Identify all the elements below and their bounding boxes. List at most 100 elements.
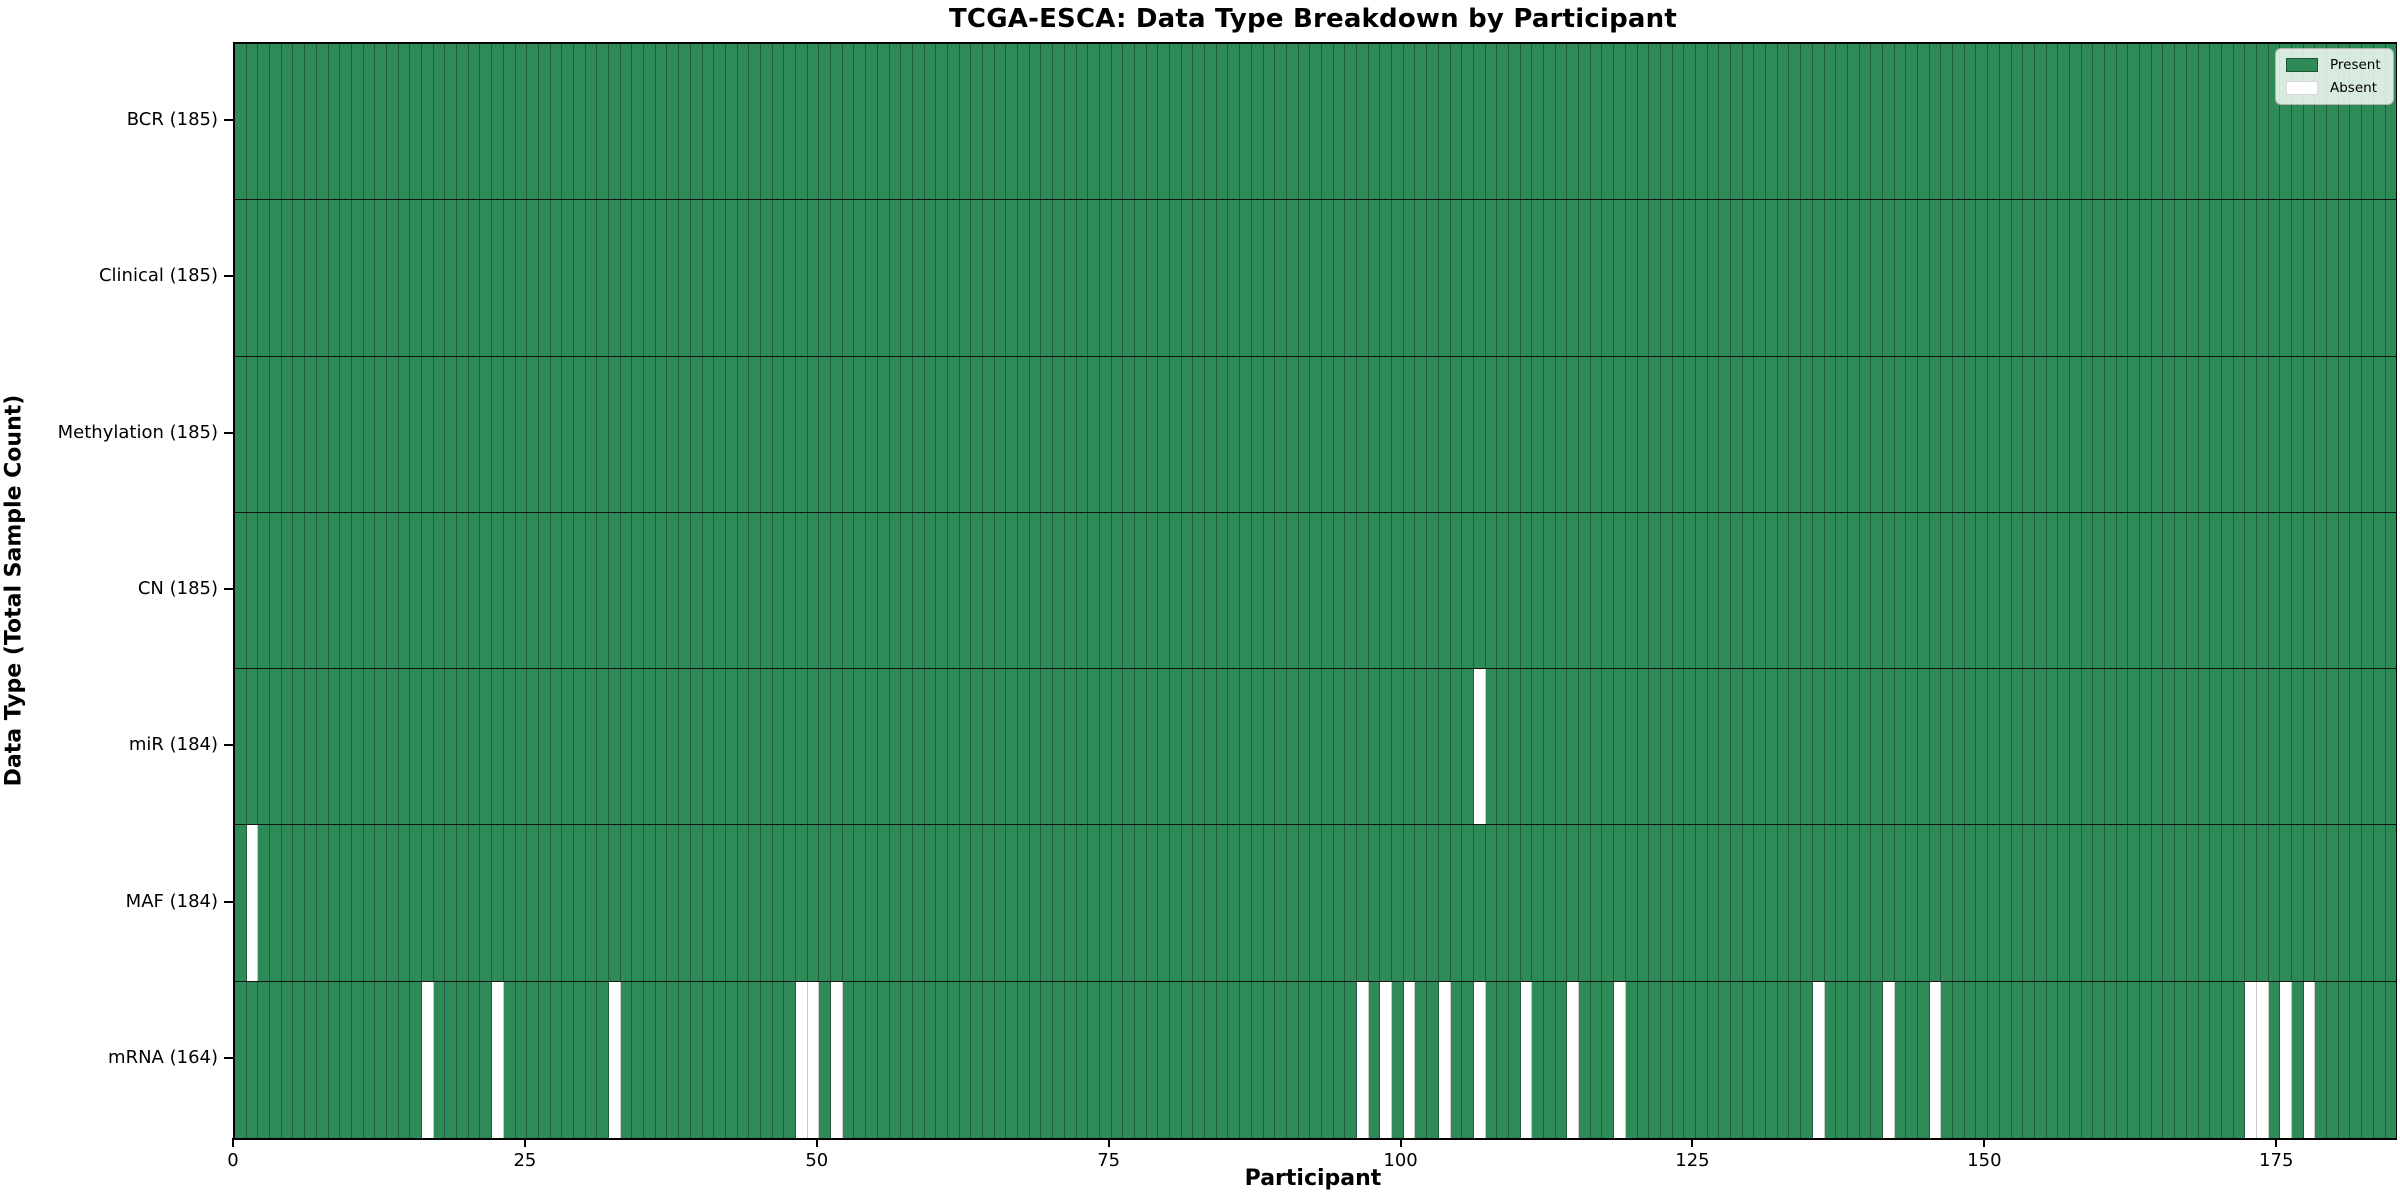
- matrix-cell: [1882, 44, 1895, 200]
- matrix-cell: [2315, 512, 2328, 669]
- matrix-cell: [1602, 44, 1615, 200]
- matrix-cell: [2245, 669, 2257, 825]
- matrix-cell: [2163, 44, 2176, 200]
- matrix-cell: [503, 200, 516, 356]
- matrix-cell: [1859, 512, 1872, 669]
- matrix-cell: [994, 44, 1007, 200]
- matrix-cell: [2256, 512, 2269, 669]
- plot-area: [233, 42, 2397, 1140]
- matrix-cell: [1660, 825, 1673, 981]
- matrix-cell: [2140, 512, 2152, 669]
- matrix-cell: [2373, 825, 2386, 981]
- matrix-cell: [807, 356, 820, 512]
- matrix-cell: [1321, 44, 1334, 200]
- matrix-cell: [1263, 669, 1276, 825]
- matrix-cell: [1392, 825, 1404, 981]
- matrix-cell: [1170, 200, 1182, 356]
- matrix-cell: [2338, 44, 2351, 200]
- matrix-cell: [1508, 44, 1521, 200]
- matrix-cell: [2140, 825, 2152, 981]
- matrix-cell: [573, 512, 586, 669]
- matrix-cell: [1637, 825, 1650, 981]
- matrix-cell: [1088, 200, 1100, 356]
- matrix-cell: [1392, 512, 1404, 669]
- matrix-cell: [527, 669, 539, 825]
- matrix-cell: [1497, 512, 1509, 669]
- matrix-cell: [445, 44, 458, 200]
- matrix-cell: [807, 512, 820, 669]
- matrix-cell: [457, 669, 469, 825]
- matrix-cell: [1240, 669, 1252, 825]
- matrix-cell: [2046, 669, 2059, 825]
- matrix-cell: [2105, 825, 2117, 981]
- matrix-cell: [1684, 981, 1696, 1138]
- matrix-cell: [749, 669, 761, 825]
- matrix-cell: [1882, 200, 1895, 356]
- matrix-cell: [480, 512, 493, 669]
- matrix-cell: [1205, 981, 1217, 1138]
- matrix-cell: [2198, 669, 2211, 825]
- matrix-cell: [702, 669, 715, 825]
- matrix-cell: [235, 356, 247, 512]
- matrix-cell: [983, 981, 995, 1138]
- matrix-cell: [2116, 356, 2129, 512]
- matrix-cell: [597, 200, 609, 356]
- matrix-cell: [2105, 356, 2117, 512]
- matrix-cell: [258, 669, 271, 825]
- matrix-cell: [1777, 44, 1790, 200]
- matrix-cell: [877, 356, 890, 512]
- matrix-cell: [1076, 512, 1089, 669]
- matrix-cell: [1742, 669, 1755, 825]
- matrix-cell: [1216, 825, 1229, 981]
- matrix-cell: [983, 669, 995, 825]
- matrix-cell: [2186, 669, 2199, 825]
- matrix-cell: [550, 200, 563, 356]
- matrix-cell: [445, 512, 458, 669]
- matrix-cell: [375, 200, 387, 356]
- matrix-cell: [1625, 200, 1638, 356]
- matrix-cell: [819, 200, 832, 356]
- matrix-cell: [2128, 356, 2141, 512]
- matrix-cell: [1777, 512, 1790, 669]
- matrix-cell: [877, 512, 890, 669]
- matrix-cell: [1415, 44, 1428, 200]
- matrix-cell: [293, 200, 306, 356]
- matrix-cell: [1240, 356, 1252, 512]
- matrix-cell: [492, 200, 504, 356]
- matrix-cell: [2186, 44, 2199, 200]
- matrix-cell: [1041, 669, 1054, 825]
- matrix-cell: [2093, 669, 2105, 825]
- matrix-cell: [1520, 669, 1533, 825]
- matrix-cell: [2327, 200, 2339, 356]
- matrix-cell: [714, 200, 726, 356]
- matrix-cell: [796, 200, 808, 356]
- matrix-cell: [1485, 825, 1498, 981]
- matrix-cell: [1123, 825, 1135, 981]
- matrix-cell: [609, 44, 621, 200]
- matrix-cell: [1871, 200, 1883, 356]
- matrix-cell: [2233, 981, 2246, 1138]
- matrix-cell: [1146, 669, 1159, 825]
- matrix-cell: [1637, 981, 1650, 1138]
- matrix-cell: [1964, 981, 1977, 1138]
- matrix-cell: [959, 669, 972, 825]
- matrix-cell: [1345, 981, 1357, 1138]
- matrix-cell: [1847, 356, 1860, 512]
- matrix-cell: [2350, 356, 2363, 512]
- matrix-cell: [1976, 669, 1989, 825]
- x-tick-label: 175: [2259, 1150, 2294, 1171]
- matrix-cell: [515, 512, 528, 669]
- matrix-cell: [1088, 825, 1100, 981]
- matrix-cell: [2175, 825, 2187, 981]
- matrix-cell: [1380, 356, 1393, 512]
- matrix-cell: [1836, 356, 1848, 512]
- matrix-cell: [1111, 825, 1124, 981]
- matrix-cell: [609, 356, 621, 512]
- matrix-cell: [2292, 512, 2304, 669]
- matrix-cell: [585, 512, 598, 669]
- matrix-cell: [1766, 512, 1778, 669]
- matrix-cell: [1719, 356, 1731, 512]
- matrix-cell: [702, 981, 715, 1138]
- matrix-cell: [410, 512, 422, 669]
- matrix-cell: [971, 669, 983, 825]
